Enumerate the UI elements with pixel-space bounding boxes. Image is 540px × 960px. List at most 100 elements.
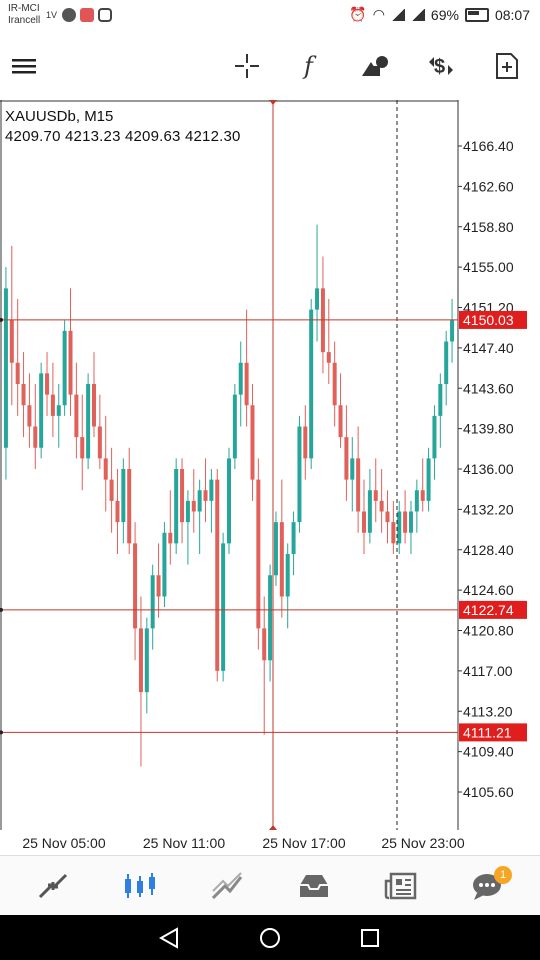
trade-icon[interactable]	[203, 866, 251, 906]
candle-body	[180, 469, 185, 523]
candle-body	[338, 405, 343, 438]
candle-body	[385, 511, 390, 523]
red-app-icon	[80, 8, 94, 22]
price-chart[interactable]: 4166.40 4162.60 4158.80 4155.00 4151.20 4147.…	[0, 100, 540, 860]
battery-icon	[464, 7, 489, 22]
candle-body	[268, 575, 273, 661]
candle-body	[403, 511, 408, 533]
trade-icon[interactable]: $	[421, 46, 461, 86]
carrier-1: IR-MCI	[8, 3, 40, 14]
candle-body	[273, 522, 278, 576]
price-line-label: 4150.03	[463, 312, 514, 328]
wifi-icon: ◠	[372, 6, 385, 22]
candle-body	[238, 362, 243, 395]
news-icon[interactable]	[377, 866, 425, 906]
candle-body	[21, 384, 26, 406]
candle-body	[373, 490, 378, 501]
carrier-info: IR-MCI Irancell	[8, 3, 40, 27]
candle-body	[103, 458, 108, 480]
status-bar: IR-MCI Irancell 1V ⏰ ◠ 69% 08:07	[0, 0, 540, 32]
y-tick-label: 4132.20	[463, 501, 514, 517]
candle-body	[115, 500, 120, 523]
candle-body	[450, 320, 455, 342]
price-line-label: 4122.74	[463, 602, 514, 618]
candle-body	[326, 352, 331, 363]
candle-body	[162, 532, 167, 597]
battery-percent: 69%	[430, 6, 459, 23]
candle-body	[27, 405, 32, 427]
y-tick-label: 4162.60	[463, 178, 514, 194]
signal-icon	[390, 8, 405, 21]
y-tick-label: 4158.80	[463, 219, 514, 235]
candle-body	[408, 511, 413, 533]
candle-body	[74, 394, 79, 438]
new-order-icon[interactable]	[487, 46, 527, 86]
x-tick-label: 25 Nov 17:00	[262, 835, 345, 851]
candle-body	[444, 341, 449, 384]
candle-body	[414, 490, 419, 512]
candle-body	[138, 628, 143, 693]
candle-body	[203, 490, 208, 501]
price-line-tag	[459, 600, 527, 619]
candle-body	[121, 469, 126, 523]
chat-badge: 1	[494, 866, 512, 884]
candle-body	[33, 426, 38, 448]
y-tick-label: 4155.00	[463, 259, 514, 275]
back-icon[interactable]	[154, 923, 184, 953]
candle-body	[185, 500, 190, 523]
candle-body	[80, 437, 85, 459]
candle-body	[344, 437, 349, 480]
home-icon[interactable]	[255, 923, 285, 953]
candle-body	[127, 469, 132, 544]
y-tick-label: 4166.40	[463, 138, 514, 154]
system-nav	[0, 915, 540, 960]
candle-body	[256, 479, 261, 629]
candle-body	[232, 394, 237, 459]
objects-icon[interactable]	[356, 46, 396, 86]
candle-body	[291, 522, 296, 554]
candle-body	[144, 628, 149, 693]
candle-body	[262, 628, 267, 661]
signal-icon	[410, 8, 425, 21]
crosshair-icon[interactable]	[227, 46, 267, 86]
candle-body	[309, 309, 314, 459]
x-tick-label: 25 Nov 05:00	[22, 835, 105, 851]
candle-body	[150, 575, 155, 629]
candle-body	[86, 384, 91, 459]
chart-symbol: XAUUSDb, M15	[5, 108, 114, 125]
menu-icon[interactable]	[4, 46, 44, 86]
price-line-label: 4111.21	[463, 724, 512, 740]
candle-body	[391, 522, 396, 544]
recents-icon[interactable]	[355, 923, 385, 953]
price-line-marker	[0, 607, 3, 612]
candle-body	[197, 490, 202, 512]
candle-body	[168, 532, 173, 544]
y-tick-label: 4136.00	[463, 461, 514, 477]
candle-body	[356, 458, 361, 512]
candle-body	[350, 458, 355, 480]
chart-icon[interactable]	[116, 866, 164, 906]
candle-body	[244, 362, 249, 406]
candle-body	[432, 415, 437, 459]
candle-body	[62, 330, 67, 406]
price-line-tag	[459, 310, 527, 329]
y-tick-label: 4147.40	[463, 340, 514, 356]
history-icon[interactable]	[290, 866, 338, 906]
chart-canvas[interactable]: 4166.404162.604158.804155.004151.204147.…	[0, 100, 540, 855]
candle-body	[227, 458, 231, 544]
candle-body	[379, 500, 384, 512]
crosshair-bottom-marker	[269, 825, 277, 830]
candle-body	[397, 511, 402, 544]
candle-body	[45, 373, 50, 395]
candle-body	[332, 362, 337, 406]
candle-body	[15, 362, 20, 384]
candle-body	[3, 288, 8, 448]
status-right: ⏰ ◠ 69% 08:07	[349, 6, 530, 23]
function-icon[interactable]: f	[292, 46, 332, 86]
chart-ohlc: 4209.70 4213.23 4209.63 4212.30	[5, 128, 241, 145]
quotes-icon[interactable]	[29, 866, 77, 906]
candle-body	[209, 479, 214, 501]
chat-icon[interactable]: 1	[464, 866, 512, 906]
carrier-2: Irancell	[8, 15, 41, 26]
y-tick-label: 4120.80	[463, 623, 514, 639]
